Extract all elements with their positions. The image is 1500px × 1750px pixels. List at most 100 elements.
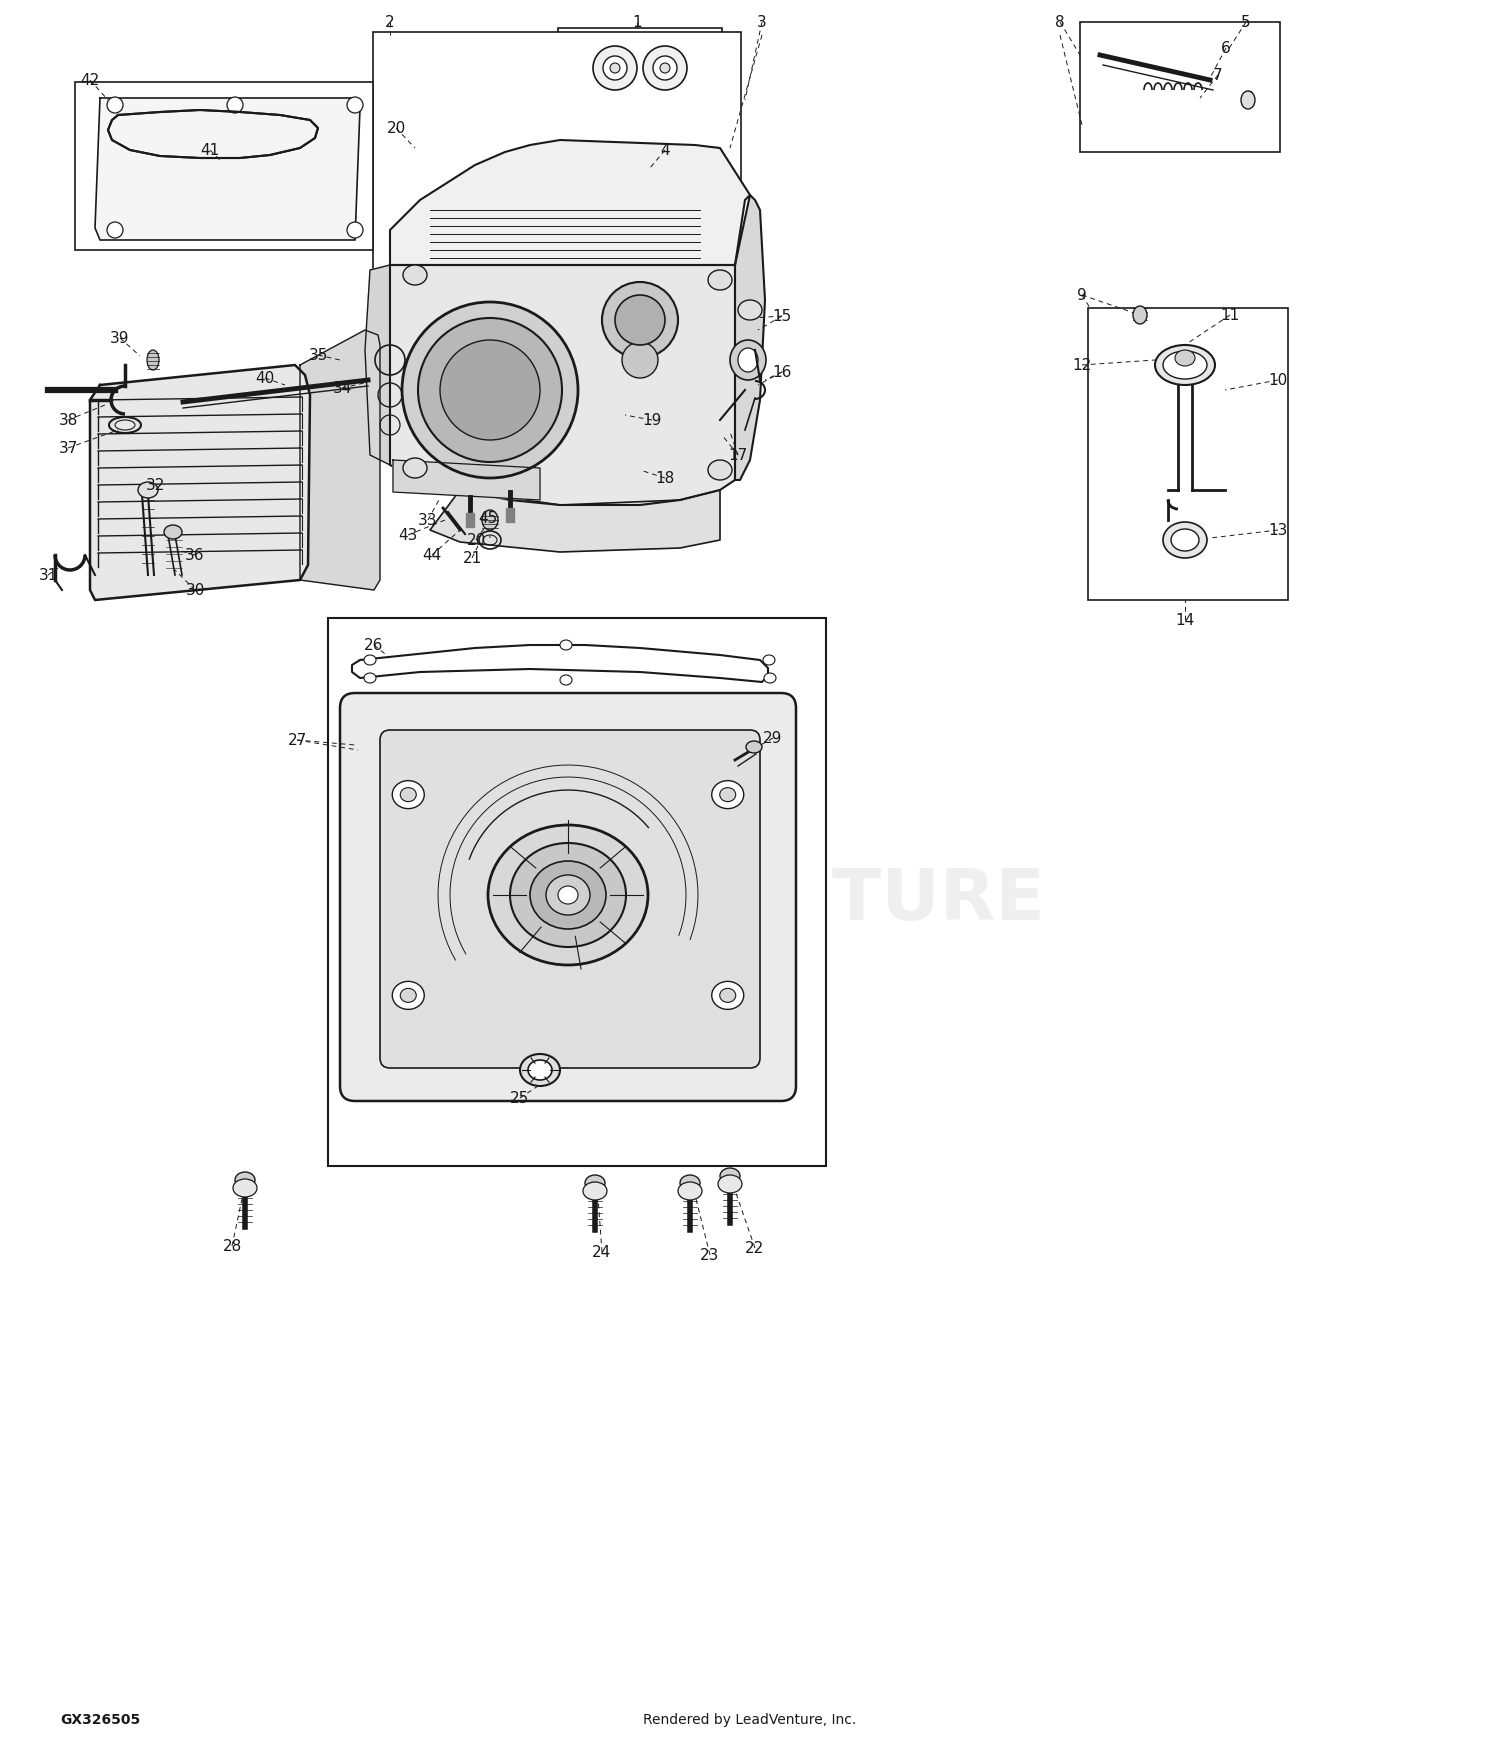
Text: 10: 10 xyxy=(1269,373,1287,387)
Ellipse shape xyxy=(1162,352,1208,380)
Ellipse shape xyxy=(708,460,732,480)
Bar xyxy=(328,618,827,1166)
Text: 25: 25 xyxy=(510,1090,530,1106)
Text: 38: 38 xyxy=(58,413,78,427)
Ellipse shape xyxy=(138,481,158,499)
Text: 13: 13 xyxy=(1269,523,1287,537)
Ellipse shape xyxy=(738,348,758,373)
Bar xyxy=(506,507,515,522)
Polygon shape xyxy=(390,140,750,264)
Text: 40: 40 xyxy=(255,371,274,385)
Ellipse shape xyxy=(400,788,417,802)
Ellipse shape xyxy=(560,640,572,649)
Ellipse shape xyxy=(603,56,627,80)
Text: 23: 23 xyxy=(700,1248,720,1262)
Ellipse shape xyxy=(720,788,735,802)
Polygon shape xyxy=(390,264,735,506)
Text: 30: 30 xyxy=(186,583,204,597)
Text: 18: 18 xyxy=(656,471,675,485)
Bar xyxy=(700,770,718,850)
Text: 9: 9 xyxy=(1077,287,1088,303)
Text: 5: 5 xyxy=(1240,14,1251,30)
Ellipse shape xyxy=(546,875,590,915)
Ellipse shape xyxy=(404,264,427,285)
Ellipse shape xyxy=(1162,522,1208,558)
Text: 4: 4 xyxy=(660,142,670,158)
Text: 27: 27 xyxy=(288,733,306,747)
Text: 39: 39 xyxy=(111,331,130,345)
Ellipse shape xyxy=(1172,528,1198,551)
Ellipse shape xyxy=(232,1180,256,1197)
Text: 43: 43 xyxy=(399,527,417,542)
Text: 1: 1 xyxy=(632,14,642,30)
Ellipse shape xyxy=(226,96,243,114)
Ellipse shape xyxy=(364,674,376,682)
Bar xyxy=(466,513,474,527)
Polygon shape xyxy=(364,264,390,466)
Ellipse shape xyxy=(660,63,670,74)
Ellipse shape xyxy=(364,654,376,665)
Polygon shape xyxy=(430,490,720,551)
Text: 28: 28 xyxy=(222,1239,242,1253)
Polygon shape xyxy=(735,194,765,480)
Text: 33: 33 xyxy=(419,513,438,527)
Text: 16: 16 xyxy=(772,364,792,380)
Text: 21: 21 xyxy=(462,551,482,565)
Text: 12: 12 xyxy=(1072,357,1092,373)
Ellipse shape xyxy=(602,282,678,359)
Text: 22: 22 xyxy=(746,1241,765,1255)
Ellipse shape xyxy=(585,1174,604,1192)
Ellipse shape xyxy=(236,1172,255,1188)
Text: 3: 3 xyxy=(758,14,766,30)
Ellipse shape xyxy=(711,982,744,1010)
Ellipse shape xyxy=(346,96,363,114)
Text: 7: 7 xyxy=(1214,68,1222,82)
Ellipse shape xyxy=(346,222,363,238)
Ellipse shape xyxy=(610,63,620,74)
Bar xyxy=(700,961,718,1020)
Ellipse shape xyxy=(720,989,735,1003)
Text: 11: 11 xyxy=(1221,308,1239,322)
Ellipse shape xyxy=(746,740,762,752)
Text: 20: 20 xyxy=(466,532,486,548)
Text: 6: 6 xyxy=(1221,40,1232,56)
Ellipse shape xyxy=(592,46,638,89)
Text: 34: 34 xyxy=(333,380,351,396)
Ellipse shape xyxy=(584,1181,608,1200)
Text: 29: 29 xyxy=(764,730,783,746)
Text: 26: 26 xyxy=(364,637,384,653)
Text: 35: 35 xyxy=(309,348,327,362)
Ellipse shape xyxy=(678,1181,702,1200)
Polygon shape xyxy=(393,460,540,500)
Bar xyxy=(1088,308,1288,600)
Polygon shape xyxy=(90,366,310,600)
Ellipse shape xyxy=(622,341,658,378)
Ellipse shape xyxy=(404,458,427,478)
Ellipse shape xyxy=(680,1174,700,1192)
Ellipse shape xyxy=(730,340,766,380)
Text: 32: 32 xyxy=(146,478,165,492)
Ellipse shape xyxy=(106,222,123,238)
Bar xyxy=(1080,23,1280,152)
Ellipse shape xyxy=(720,1167,740,1185)
Ellipse shape xyxy=(488,824,648,964)
Ellipse shape xyxy=(164,525,182,539)
Ellipse shape xyxy=(1155,345,1215,385)
Text: 31: 31 xyxy=(39,567,57,583)
Text: 24: 24 xyxy=(592,1244,612,1260)
Ellipse shape xyxy=(764,674,776,682)
Bar xyxy=(374,31,741,280)
Ellipse shape xyxy=(652,56,676,80)
Ellipse shape xyxy=(558,886,578,905)
Ellipse shape xyxy=(1132,306,1148,324)
Ellipse shape xyxy=(393,982,424,1010)
Ellipse shape xyxy=(738,299,762,320)
Text: Rendered by LeadVenture, Inc.: Rendered by LeadVenture, Inc. xyxy=(644,1713,856,1727)
Ellipse shape xyxy=(402,303,578,478)
Ellipse shape xyxy=(764,654,776,665)
Text: 19: 19 xyxy=(642,413,662,427)
Bar xyxy=(430,770,448,850)
Ellipse shape xyxy=(644,46,687,89)
Ellipse shape xyxy=(440,340,540,439)
Ellipse shape xyxy=(711,780,744,808)
